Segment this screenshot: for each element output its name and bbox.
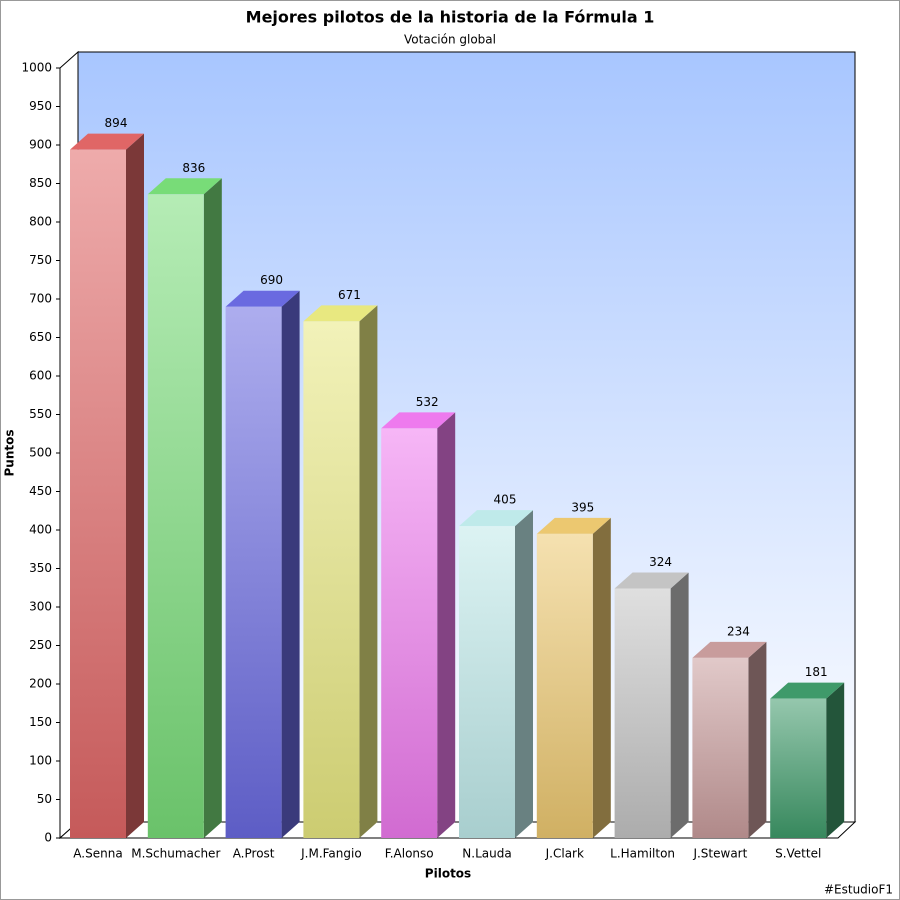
value-label: 181 <box>805 665 828 679</box>
bar-side <box>826 682 845 838</box>
value-label: 690 <box>260 273 283 287</box>
y-tick-label: 900 <box>29 138 52 152</box>
bar-top <box>381 412 456 429</box>
bar-top <box>614 572 689 589</box>
y-tick-label: 300 <box>29 600 52 614</box>
x-tick-label: J.M.Fangio <box>300 847 362 861</box>
bar-top <box>70 133 144 150</box>
x-tick-label: S.Vettel <box>775 847 821 861</box>
x-tick-label: L.Hamilton <box>610 847 675 861</box>
bar-side <box>670 572 689 838</box>
bar <box>536 533 593 838</box>
bar <box>614 588 671 838</box>
bar-side <box>515 510 533 838</box>
y-tick-label: 950 <box>29 99 52 113</box>
y-tick-label: 850 <box>29 176 52 190</box>
bar <box>70 149 126 838</box>
y-axis-title: Puntos <box>3 429 17 476</box>
y-tick-label: 50 <box>37 792 52 806</box>
y-tick-label: 700 <box>29 292 52 306</box>
x-tick-label: J.Clark <box>545 847 584 861</box>
y-tick-label: 800 <box>29 215 52 229</box>
x-tick-label: A.Prost <box>233 847 275 861</box>
bar-top <box>770 682 845 699</box>
y-tick-label: 750 <box>29 253 52 267</box>
x-axis-title: Pilotos <box>425 867 471 881</box>
y-tick-label: 400 <box>29 523 52 537</box>
value-label: 894 <box>105 116 128 130</box>
bar-side <box>748 641 767 838</box>
bar-side <box>592 517 611 838</box>
bar-top <box>147 178 222 195</box>
bar <box>459 526 515 838</box>
bar <box>770 698 827 838</box>
value-label: 671 <box>338 288 361 302</box>
y-tick-label: 1000 <box>21 61 52 75</box>
value-label: 395 <box>571 500 594 514</box>
y-tick-label: 450 <box>29 484 52 498</box>
y-tick-label: 550 <box>29 407 52 421</box>
y-tick-label: 250 <box>29 638 52 652</box>
bar-side <box>126 133 144 838</box>
bar-top <box>303 305 378 322</box>
y-tick-label: 0 <box>44 831 52 845</box>
bar <box>692 657 749 838</box>
bar-side <box>203 178 222 838</box>
chart-subtitle: Votación global <box>404 33 496 47</box>
x-tick-label: J.Stewart <box>692 847 747 861</box>
bar <box>147 194 204 838</box>
bar-top <box>225 290 300 307</box>
footer: #EstudioF1 <box>824 883 893 897</box>
bar-top <box>692 641 767 658</box>
y-tick-label: 500 <box>29 446 52 460</box>
value-label: 405 <box>494 493 517 507</box>
x-tick-label: M.Schumacher <box>131 847 220 861</box>
x-tick-label: F.Alonso <box>385 847 434 861</box>
x-tick-label: N.Lauda <box>462 847 511 861</box>
bar-side <box>281 290 300 838</box>
y-tick-label: 200 <box>29 677 52 691</box>
value-label: 234 <box>727 624 750 638</box>
y-tick-label: 100 <box>29 754 52 768</box>
bar <box>303 321 360 839</box>
bar-side <box>437 412 456 838</box>
bar-side <box>359 305 378 839</box>
y-tick-label: 350 <box>29 561 52 575</box>
y-tick-label: 150 <box>29 715 52 729</box>
bar <box>225 306 282 838</box>
value-label: 836 <box>182 161 205 175</box>
x-tick-label: A.Senna <box>73 847 122 861</box>
bar-top <box>459 510 533 527</box>
bar-top <box>536 517 611 534</box>
y-tick-label: 650 <box>29 330 52 344</box>
chart-title: Mejores pilotos de la historia de la Fór… <box>246 8 655 27</box>
y-tick-label: 600 <box>29 369 52 383</box>
value-label: 532 <box>416 395 439 409</box>
bar <box>381 428 438 838</box>
value-label: 324 <box>649 555 672 569</box>
